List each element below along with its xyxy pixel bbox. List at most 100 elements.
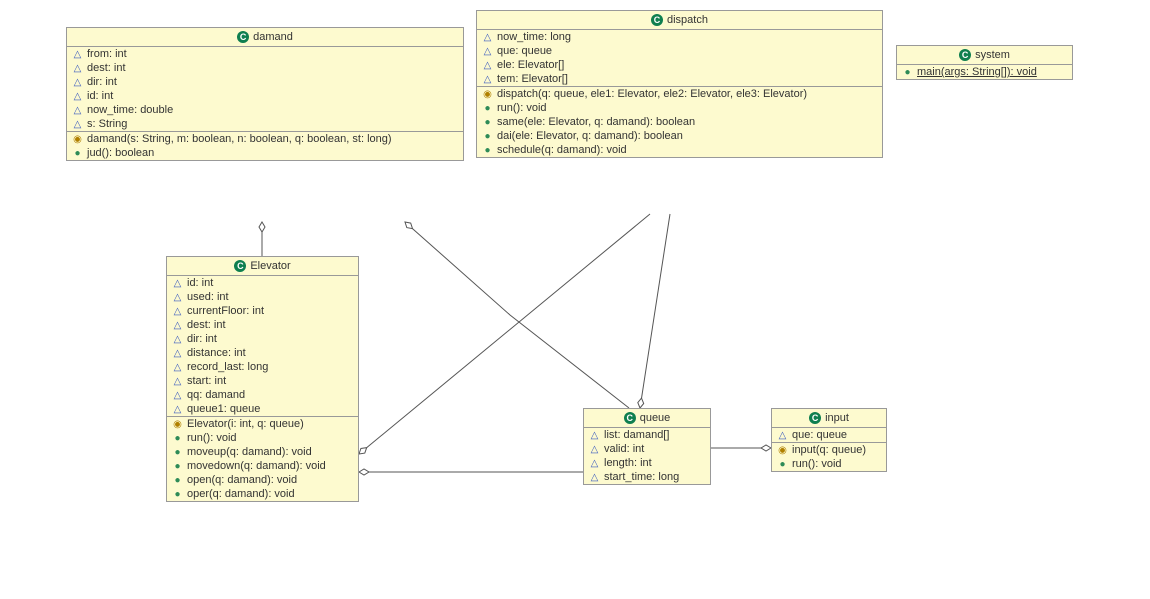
attribute-icon: △ — [172, 362, 183, 373]
class-title: Cdispatch — [477, 11, 882, 30]
attribute-icon: △ — [72, 105, 83, 116]
attribute-label: from: int — [87, 48, 127, 60]
methods-section: ◉damand(s: String, m: boolean, n: boolea… — [67, 132, 463, 160]
method-row: ◉ dispatch(q: queue, ele1: Elevator, ele2… — [477, 87, 882, 101]
attribute-row: △currentFloor: int — [167, 304, 358, 318]
attribute-label: dest: int — [187, 319, 226, 331]
method-label: run(): void — [497, 102, 547, 114]
attribute-icon: △ — [172, 376, 183, 387]
class-damand[interactable]: Cdamand△from: int△dest: int△dir: int△id:… — [66, 27, 464, 161]
attribute-label: queue1: queue — [187, 403, 260, 415]
method-icon: ● — [172, 489, 183, 500]
attribute-label: list: damand[] — [604, 429, 669, 441]
method-row: ●main(args: String[]): void — [897, 65, 1072, 79]
method-row: ◉ input(q: queue) — [772, 443, 886, 457]
class-icon: C — [809, 412, 821, 424]
attribute-row: △ tem: Elevator[] — [477, 72, 882, 86]
class-system[interactable]: Csystem ●main(args: String[]): void — [896, 45, 1073, 80]
attribute-row: △ qq: damand — [167, 388, 358, 402]
attribute-icon: △ — [589, 472, 600, 483]
method-label: oper(q: damand): void — [187, 488, 295, 500]
attribute-row: △que: queue — [772, 428, 886, 442]
class-icon: C — [234, 260, 246, 272]
attribute-icon: △ — [172, 404, 183, 415]
class-queue[interactable]: Cqueue△list: damand[]△valid: int△length:… — [583, 408, 711, 485]
class-name: system — [975, 49, 1010, 61]
method-label: input(q: queue) — [792, 444, 866, 456]
method-label: schedule(q: damand): void — [497, 144, 627, 156]
attribute-label: dir: int — [187, 333, 217, 345]
attribute-label: id: int — [87, 90, 113, 102]
method-row: ●schedule(q: damand): void — [477, 143, 882, 157]
attribute-row: △dest: int — [67, 61, 463, 75]
methods-section: ●main(args: String[]): void — [897, 65, 1072, 79]
attribute-row: △ valid: int — [584, 442, 710, 456]
attributes-section: △id: int△used: int△currentFloor: int△des… — [167, 276, 358, 417]
attribute-row: △s: String — [67, 117, 463, 131]
attribute-row: △que: queue — [477, 44, 882, 58]
attribute-label: tem: Elevator[] — [497, 73, 568, 85]
attribute-icon: △ — [589, 444, 600, 455]
class-title: Cinput — [772, 409, 886, 428]
attribute-row: △ id: int — [67, 89, 463, 103]
attribute-icon: △ — [589, 430, 600, 441]
method-icon: ● — [482, 117, 493, 128]
method-label: same(ele: Elevator, q: damand): boolean — [497, 116, 695, 128]
class-icon: C — [959, 49, 971, 61]
attribute-row: △id: int — [167, 276, 358, 290]
attribute-label: record_last: long — [187, 361, 268, 373]
attribute-row: △ start_time: long — [584, 470, 710, 484]
attribute-icon: △ — [72, 49, 83, 60]
attribute-row: △dir: int — [167, 332, 358, 346]
class-title: Cqueue — [584, 409, 710, 428]
attribute-label: que: queue — [497, 45, 552, 57]
method-label: jud(): boolean — [87, 147, 154, 159]
class-name: damand — [253, 31, 293, 43]
method-icon: ● — [482, 103, 493, 114]
method-row: ●run(): void — [167, 431, 358, 445]
attribute-label: distance: int — [187, 347, 246, 359]
attribute-icon: △ — [482, 74, 493, 85]
class-name: input — [825, 412, 849, 424]
attribute-label: id: int — [187, 277, 213, 289]
class-title: C Elevator — [167, 257, 358, 276]
class-icon: C — [237, 31, 249, 43]
constructor-icon: ◉ — [172, 419, 183, 430]
attribute-icon: △ — [72, 77, 83, 88]
attribute-label: start_time: long — [604, 471, 679, 483]
attribute-row: △ele: Elevator[] — [477, 58, 882, 72]
class-Elevator[interactable]: CElevator△id: int△used: int△currentFloor… — [166, 256, 359, 502]
method-label: open(q: damand): void — [187, 474, 297, 486]
method-label: dai(ele: Elevator, q: damand): boolean — [497, 130, 683, 142]
attributes-section: △now_time: long△que: queue△ele: Elevator… — [477, 30, 882, 87]
class-icon: C — [624, 412, 636, 424]
methods-section: ◉ dispatch(q: queue, ele1: Elevator, ele2… — [477, 87, 882, 157]
class-dispatch[interactable]: Cdispatch△now_time: long△que: queue△ele:… — [476, 10, 883, 158]
attribute-row: △dest: int — [167, 318, 358, 332]
method-label: movedown(q: damand): void — [187, 460, 326, 472]
class-name: Elevator — [250, 260, 290, 272]
method-label: moveup(q: damand): void — [187, 446, 312, 458]
attribute-icon: △ — [72, 119, 83, 130]
attribute-label: valid: int — [604, 443, 644, 455]
constructor-icon: ◉ — [777, 445, 788, 456]
attribute-icon: △ — [777, 430, 788, 441]
attribute-icon: △ — [482, 32, 493, 43]
class-icon: C — [651, 14, 663, 26]
attribute-label: qq: damand — [187, 389, 245, 401]
class-title: Cdamand — [67, 28, 463, 47]
attribute-icon: △ — [172, 390, 183, 401]
method-label: dispatch(q: queue, ele1: Elevator, ele2:… — [497, 88, 807, 100]
attribute-icon: △ — [482, 60, 493, 71]
attribute-icon: △ — [172, 292, 183, 303]
constructor-icon: ◉ — [482, 89, 493, 100]
attribute-label: now_time: long — [497, 31, 571, 43]
attribute-row: △now_time: double — [67, 103, 463, 117]
method-icon: ● — [172, 461, 183, 472]
method-row: ● oper(q: damand): void — [167, 487, 358, 501]
attribute-icon: △ — [72, 63, 83, 74]
class-input[interactable]: Cinput△que: queue◉input(q: queue)●run():… — [771, 408, 887, 472]
attribute-icon: △ — [589, 458, 600, 469]
attribute-icon: △ — [72, 91, 83, 102]
attribute-row: △distance: int — [167, 346, 358, 360]
